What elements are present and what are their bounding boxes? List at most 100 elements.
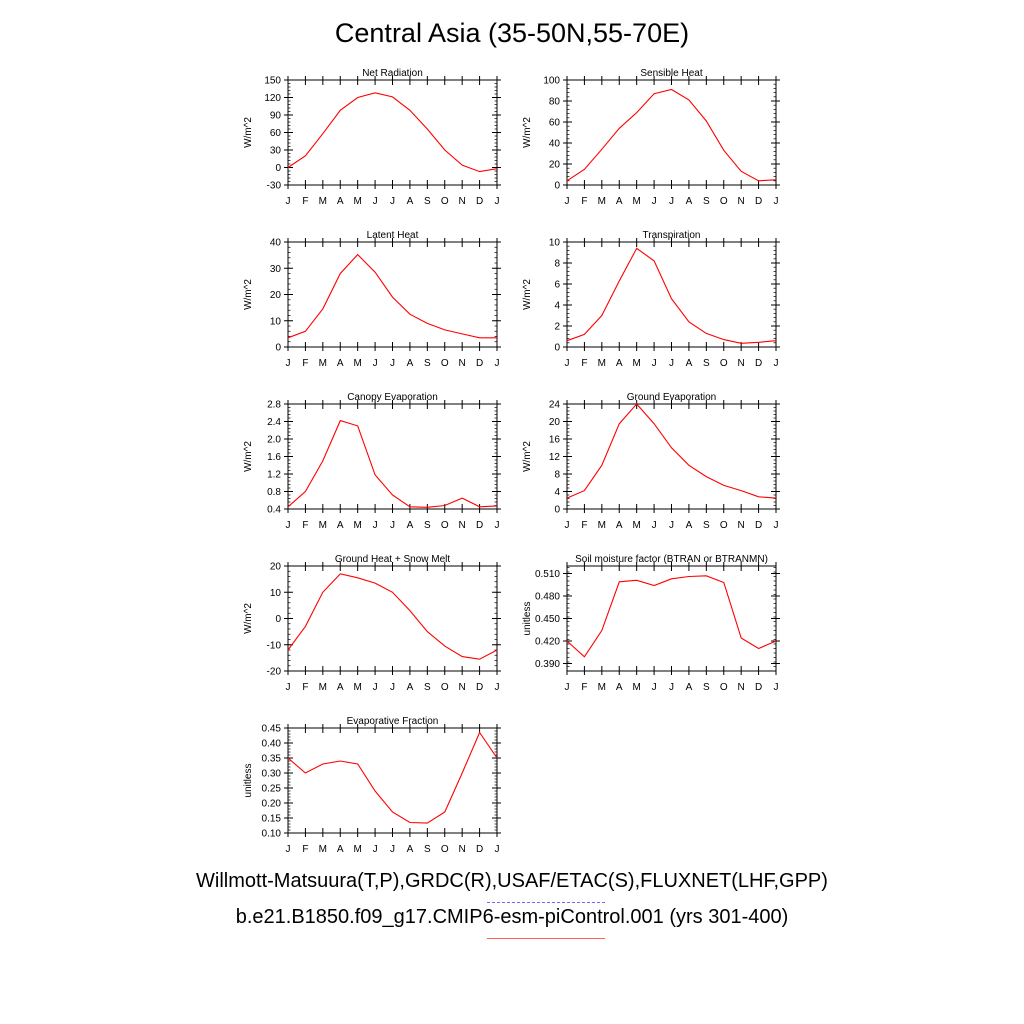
x-tick-label: J bbox=[652, 196, 657, 207]
x-tick-label: J bbox=[390, 520, 395, 531]
x-tick-label: A bbox=[337, 682, 344, 693]
y-tick-label: 0.4 bbox=[267, 505, 281, 516]
x-tick-label: M bbox=[632, 358, 640, 369]
x-tick-label: O bbox=[441, 844, 449, 855]
x-tick-label: A bbox=[686, 358, 693, 369]
x-tick-label: S bbox=[703, 682, 710, 693]
y-tick-label: -20 bbox=[267, 667, 282, 678]
x-tick-label: A bbox=[337, 196, 344, 207]
y-tick-label: 0.8 bbox=[267, 487, 281, 498]
x-tick-label: A bbox=[686, 682, 693, 693]
x-tick-label: A bbox=[616, 358, 623, 369]
x-tick-label: J bbox=[286, 358, 291, 369]
series-line bbox=[287, 573, 498, 660]
x-tick-label: N bbox=[738, 682, 745, 693]
x-tick-label: J bbox=[774, 682, 779, 693]
x-tick-label: M bbox=[632, 520, 640, 531]
panel-title: Net Radiation bbox=[362, 68, 423, 79]
panel-title: Ground Heat + Snow Melt bbox=[335, 554, 451, 565]
x-tick-label: J bbox=[373, 520, 378, 531]
x-tick-label: D bbox=[476, 844, 483, 855]
panel-title: Ground Evaporation bbox=[627, 392, 717, 403]
x-tick-label: F bbox=[302, 844, 308, 855]
y-axis-label: W/m^2 bbox=[243, 603, 254, 634]
x-tick-label: J bbox=[774, 520, 779, 531]
x-tick-label: A bbox=[407, 358, 414, 369]
x-tick-label: D bbox=[755, 520, 762, 531]
x-tick-label: J bbox=[495, 196, 500, 207]
y-tick-label: 120 bbox=[264, 93, 281, 104]
x-tick-label: D bbox=[476, 520, 483, 531]
y-tick-label: 0.390 bbox=[535, 659, 560, 670]
x-tick-label: J bbox=[373, 844, 378, 855]
plot-frame bbox=[287, 403, 498, 510]
figure-title: Central Asia (35-50N,55-70E) bbox=[334, 18, 690, 48]
y-tick-label: 0.510 bbox=[535, 569, 560, 580]
y-tick-label: 0.450 bbox=[535, 614, 560, 625]
panel-title: Transpiration bbox=[643, 230, 701, 241]
x-tick-label: O bbox=[441, 682, 449, 693]
x-tick-label: D bbox=[476, 196, 483, 207]
x-tick-label: A bbox=[337, 844, 344, 855]
series-line bbox=[566, 575, 777, 658]
y-tick-label: 2.0 bbox=[267, 435, 281, 446]
x-tick-label: O bbox=[441, 196, 449, 207]
x-tick-label: D bbox=[476, 682, 483, 693]
y-tick-label: 90 bbox=[270, 111, 282, 122]
panel-title: Evaporative Fraction bbox=[347, 716, 439, 727]
x-tick-label: J bbox=[373, 682, 378, 693]
x-tick-label: J bbox=[390, 682, 395, 693]
x-tick-label: J bbox=[286, 520, 291, 531]
y-tick-label: 100 bbox=[543, 76, 560, 87]
plot-frame bbox=[287, 565, 498, 672]
y-tick-label: 24 bbox=[549, 400, 561, 411]
y-tick-label: 0 bbox=[275, 343, 281, 354]
y-tick-label: -10 bbox=[267, 640, 282, 651]
panel-title: Soil moisture factor (BTRAN or BTRANMN) bbox=[575, 554, 768, 565]
x-tick-label: J bbox=[390, 844, 395, 855]
y-tick-label: 0 bbox=[554, 505, 560, 516]
y-tick-label: 0 bbox=[275, 614, 281, 625]
y-tick-label: 20 bbox=[549, 417, 561, 428]
y-axis-label: W/m^2 bbox=[243, 279, 254, 310]
y-tick-label: 2 bbox=[554, 322, 560, 333]
x-tick-label: A bbox=[616, 196, 623, 207]
panel-title: Latent Heat bbox=[367, 230, 419, 241]
y-tick-label: 0.40 bbox=[262, 739, 282, 750]
x-tick-label: D bbox=[755, 196, 762, 207]
x-tick-label: S bbox=[424, 358, 431, 369]
x-tick-label: S bbox=[703, 520, 710, 531]
y-tick-label: 40 bbox=[549, 139, 561, 150]
y-tick-label: 0.25 bbox=[262, 784, 282, 795]
x-tick-label: J bbox=[565, 196, 570, 207]
plot-frame bbox=[566, 241, 777, 348]
x-tick-label: S bbox=[424, 196, 431, 207]
x-tick-label: F bbox=[581, 520, 587, 531]
x-tick-label: S bbox=[424, 682, 431, 693]
y-tick-label: 10 bbox=[270, 588, 282, 599]
y-tick-label: 0.15 bbox=[262, 814, 282, 825]
y-tick-label: 0.35 bbox=[262, 754, 282, 765]
series-line bbox=[566, 247, 777, 344]
y-tick-label: 40 bbox=[270, 238, 282, 249]
plot-frame bbox=[287, 727, 498, 834]
x-tick-label: J bbox=[390, 196, 395, 207]
y-axis-label: W/m^2 bbox=[522, 279, 533, 310]
x-tick-label: J bbox=[652, 358, 657, 369]
y-tick-label: 8 bbox=[554, 470, 560, 481]
y-tick-label: 0 bbox=[275, 163, 281, 174]
y-tick-label: 0.45 bbox=[262, 724, 282, 735]
x-tick-label: M bbox=[319, 196, 327, 207]
x-tick-label: M bbox=[319, 844, 327, 855]
y-tick-label: 0.480 bbox=[535, 592, 560, 603]
y-tick-label: 10 bbox=[270, 316, 282, 327]
x-tick-label: M bbox=[319, 358, 327, 369]
y-tick-label: 60 bbox=[549, 118, 561, 129]
y-axis-label: W/m^2 bbox=[522, 117, 533, 148]
x-tick-label: S bbox=[703, 358, 710, 369]
x-tick-label: N bbox=[459, 520, 466, 531]
x-tick-label: N bbox=[459, 358, 466, 369]
